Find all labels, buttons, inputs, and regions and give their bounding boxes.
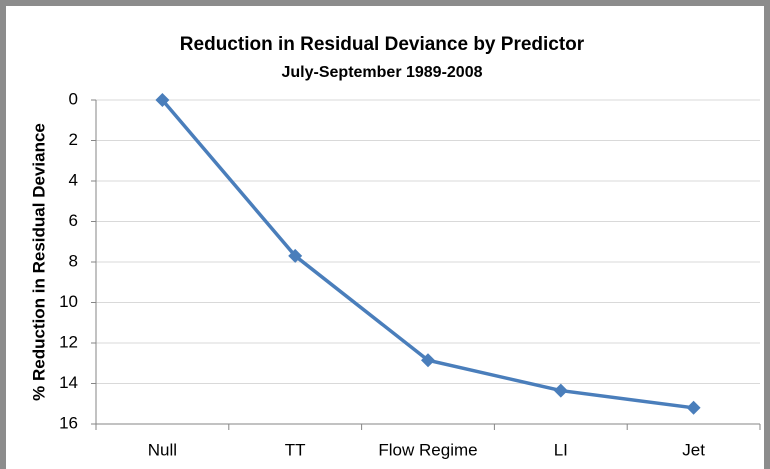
x-tick-label: Jet [682,440,705,459]
y-tick-label: 10 [59,292,78,311]
marker [155,93,170,107]
y-axis-title: % Reduction in Residual Deviance [29,123,48,401]
marker [421,353,435,368]
y-tick-label: 16 [59,413,78,432]
y-tick-label: 2 [69,130,78,149]
y-tick-label: 6 [69,211,78,230]
y-tick-label: 8 [69,251,78,270]
chart-title: Reduction in Residual Deviance by Predic… [180,34,585,55]
y-tick-label: 4 [69,170,78,189]
marker [288,248,303,263]
x-tick-label: Null [148,440,177,459]
y-tick-label: 0 [69,89,78,108]
chart-subtitle: July-September 1989-2008 [282,64,483,81]
marker [686,400,701,415]
marker [553,383,568,398]
x-tick-label: TT [285,440,306,459]
x-tick-label: LI [554,440,568,459]
y-tick-label: 14 [59,373,78,392]
x-tick-label: Flow Regime [378,440,477,459]
y-tick-label: 12 [59,332,78,351]
